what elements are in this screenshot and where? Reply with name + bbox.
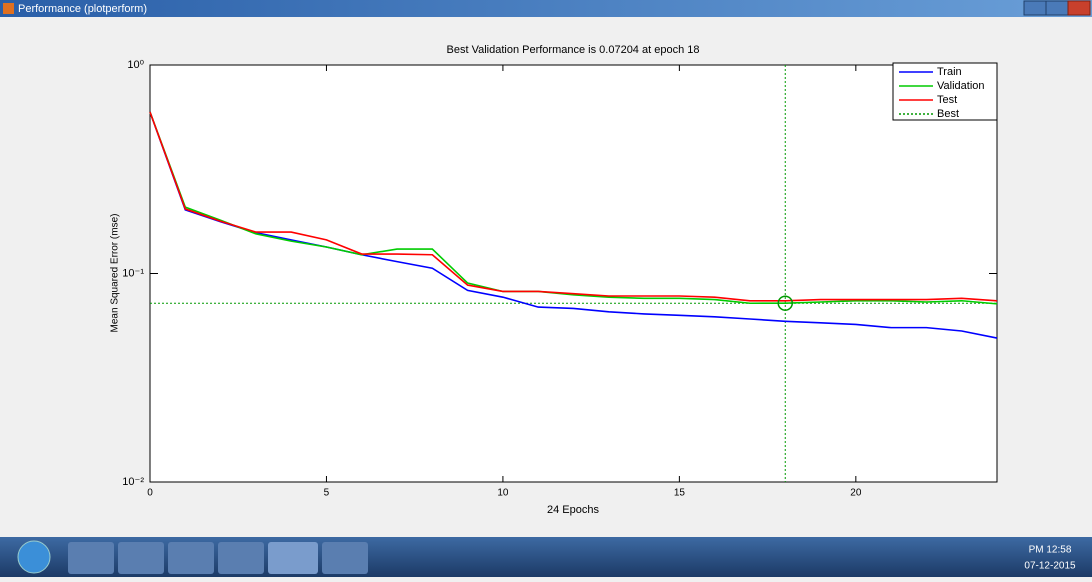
screen: Performance (plotperform) Best Validatio…	[0, 0, 1092, 577]
y-tick-label: 10⁰	[127, 59, 144, 71]
plot-area	[150, 65, 997, 482]
legend-label: Train	[937, 66, 962, 78]
close-button[interactable]	[1068, 1, 1090, 15]
matlab-button[interactable]	[268, 542, 318, 574]
window-title: Performance (plotperform)	[18, 3, 147, 15]
legend-label: Validation	[937, 80, 985, 92]
maximize-button[interactable]	[1046, 1, 1068, 15]
title-bar	[0, 0, 1092, 17]
x-axis-label: 24 Epochs	[547, 504, 599, 516]
y-axis-label: Mean Squared Error (mse)	[110, 214, 121, 333]
app-icon	[3, 3, 14, 14]
chrome-button[interactable]	[168, 542, 214, 574]
x-tick-label: 5	[324, 488, 330, 499]
legend-label: Best	[937, 108, 959, 120]
y-tick-label: 10⁻²	[122, 476, 144, 488]
x-tick-label: 20	[850, 488, 862, 499]
minimize-button[interactable]	[1024, 1, 1046, 15]
page: {"window": {"title": "Performance (plotp…	[0, 0, 1092, 577]
start-button[interactable]	[18, 541, 50, 573]
media-button[interactable]	[118, 542, 164, 574]
legend-label: Test	[937, 94, 957, 106]
word-button[interactable]	[218, 542, 264, 574]
x-tick-label: 10	[497, 488, 509, 499]
clock-time: PM 12:58	[1029, 545, 1072, 556]
x-tick-label: 0	[147, 488, 153, 499]
excel-button[interactable]	[322, 542, 368, 574]
y-tick-label: 10⁻¹	[122, 267, 144, 279]
x-tick-label: 15	[674, 488, 686, 499]
explorer-button[interactable]	[68, 542, 114, 574]
clock-date: 07-12-2015	[1024, 561, 1076, 572]
chart-title: Best Validation Performance is 0.07204 a…	[447, 44, 700, 56]
